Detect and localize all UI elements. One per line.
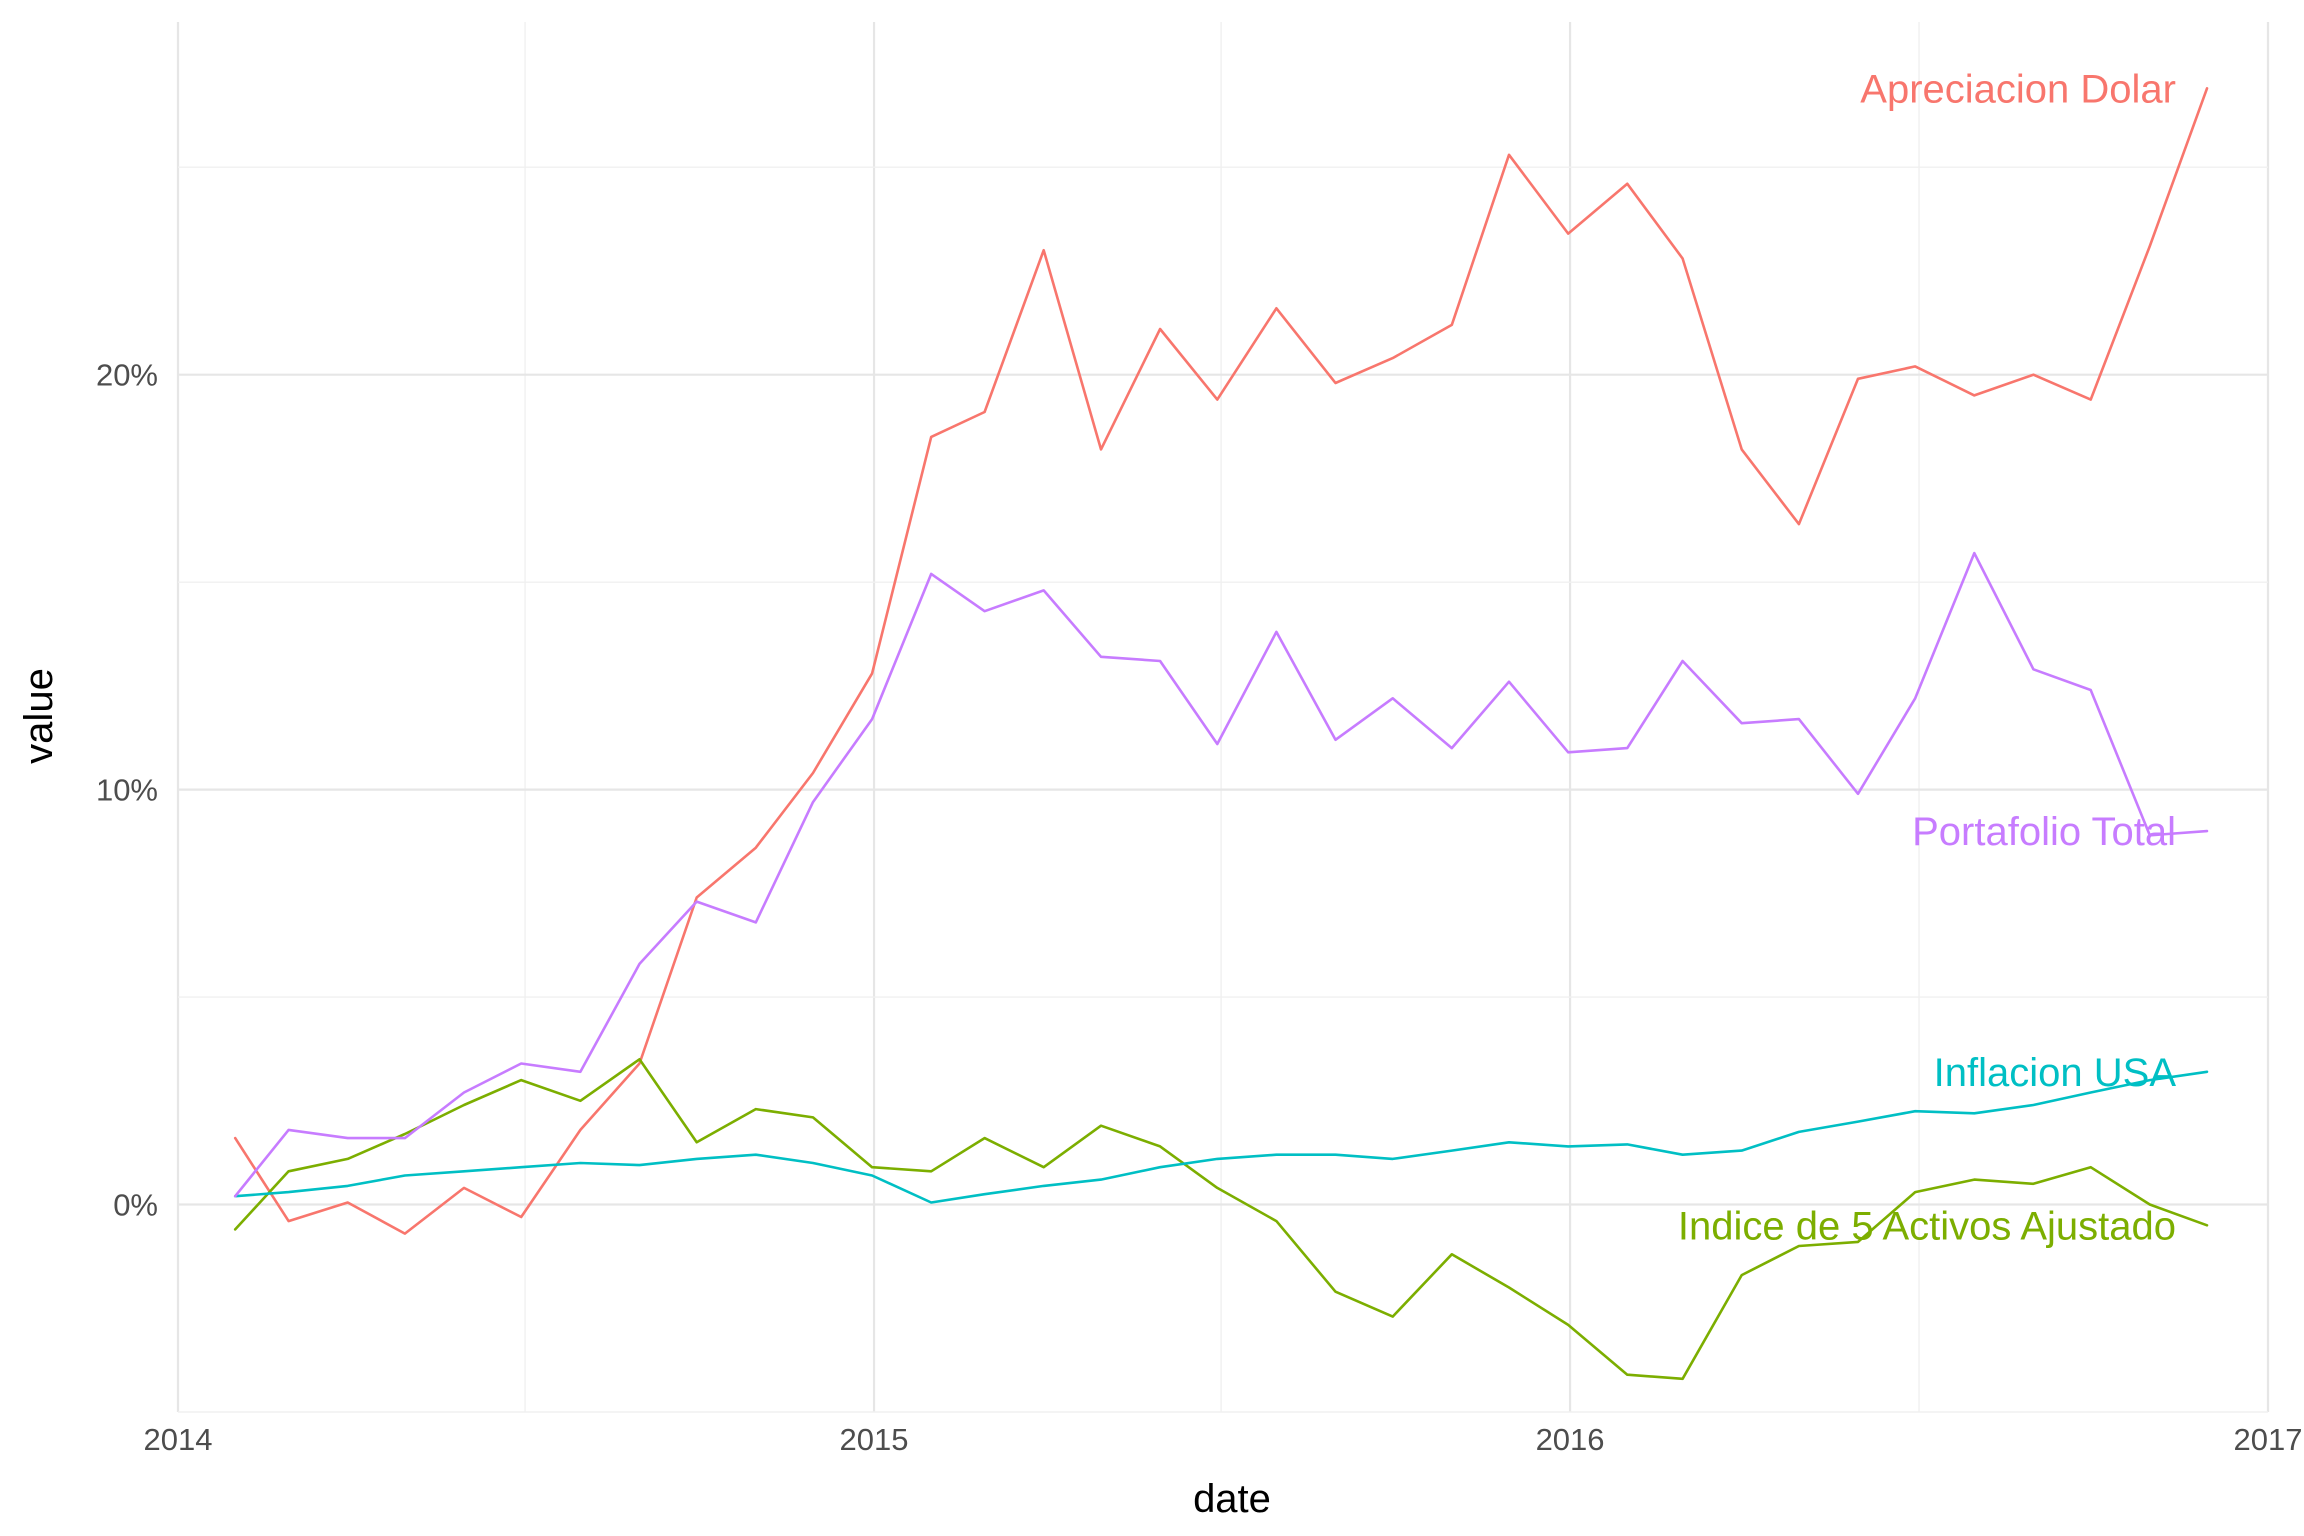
series-label: Inflacion USA xyxy=(1934,1051,2177,1095)
x-tick-label: 2014 xyxy=(144,1422,213,1457)
series-line xyxy=(233,551,2209,1198)
series-line xyxy=(233,87,2209,1235)
x-tick-label: 2017 xyxy=(2234,1422,2303,1457)
y-axis-title: value xyxy=(17,668,61,764)
x-tick-label: 2016 xyxy=(1536,1422,1605,1457)
series-line xyxy=(233,1070,2209,1204)
x-tick-label: 2015 xyxy=(840,1422,909,1457)
series-label: Portafolio Total xyxy=(1912,810,2176,854)
series-labels: Apreciacion Dolar Indice de 5 Activos Aju… xyxy=(1678,67,2176,1248)
y-tick-label: 0% xyxy=(113,1188,158,1223)
x-axis-title: date xyxy=(1193,1477,1271,1521)
series-line xyxy=(233,1058,2209,1381)
series-label: Apreciacion Dolar xyxy=(1860,67,2176,111)
series-lines xyxy=(233,87,2209,1381)
y-tick-label: 10% xyxy=(96,773,158,808)
y-tick-label: 20% xyxy=(96,358,158,393)
grid xyxy=(176,22,2270,1413)
series-label: Indice de 5 Activos Ajustado xyxy=(1678,1204,2176,1248)
axis-ticks: 2014 2015 2016 2017 0% 10% 20% xyxy=(96,358,2303,1457)
